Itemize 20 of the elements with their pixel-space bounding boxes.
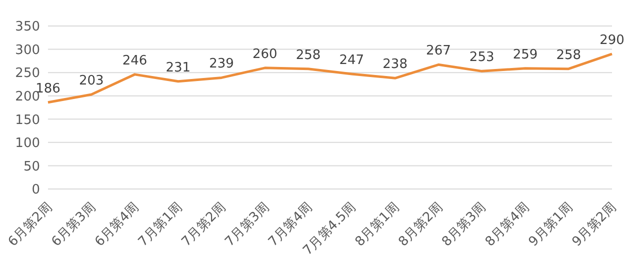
data-label: 258 — [556, 48, 582, 63]
data-label: 231 — [166, 60, 191, 76]
y-tick-label: 250 — [15, 66, 40, 82]
data-label: 247 — [339, 52, 364, 68]
data-label: 239 — [209, 56, 234, 72]
data-label: 203 — [78, 73, 104, 88]
y-tick-label: 350 — [15, 20, 40, 35]
data-label: 238 — [382, 57, 408, 72]
data-label: 260 — [252, 46, 278, 62]
y-tick-label: 300 — [15, 42, 40, 58]
y-tick-label: 50 — [23, 159, 40, 174]
y-tick-label: 0 — [32, 182, 40, 198]
y-tick-label: 150 — [15, 112, 40, 128]
data-label: 246 — [122, 53, 148, 68]
data-label: 253 — [469, 50, 494, 66]
data-label: 258 — [296, 48, 321, 63]
data-label: 259 — [512, 47, 538, 62]
data-label: 290 — [600, 32, 624, 48]
data-label: 267 — [426, 44, 451, 59]
y-tick-label: 100 — [15, 136, 40, 152]
